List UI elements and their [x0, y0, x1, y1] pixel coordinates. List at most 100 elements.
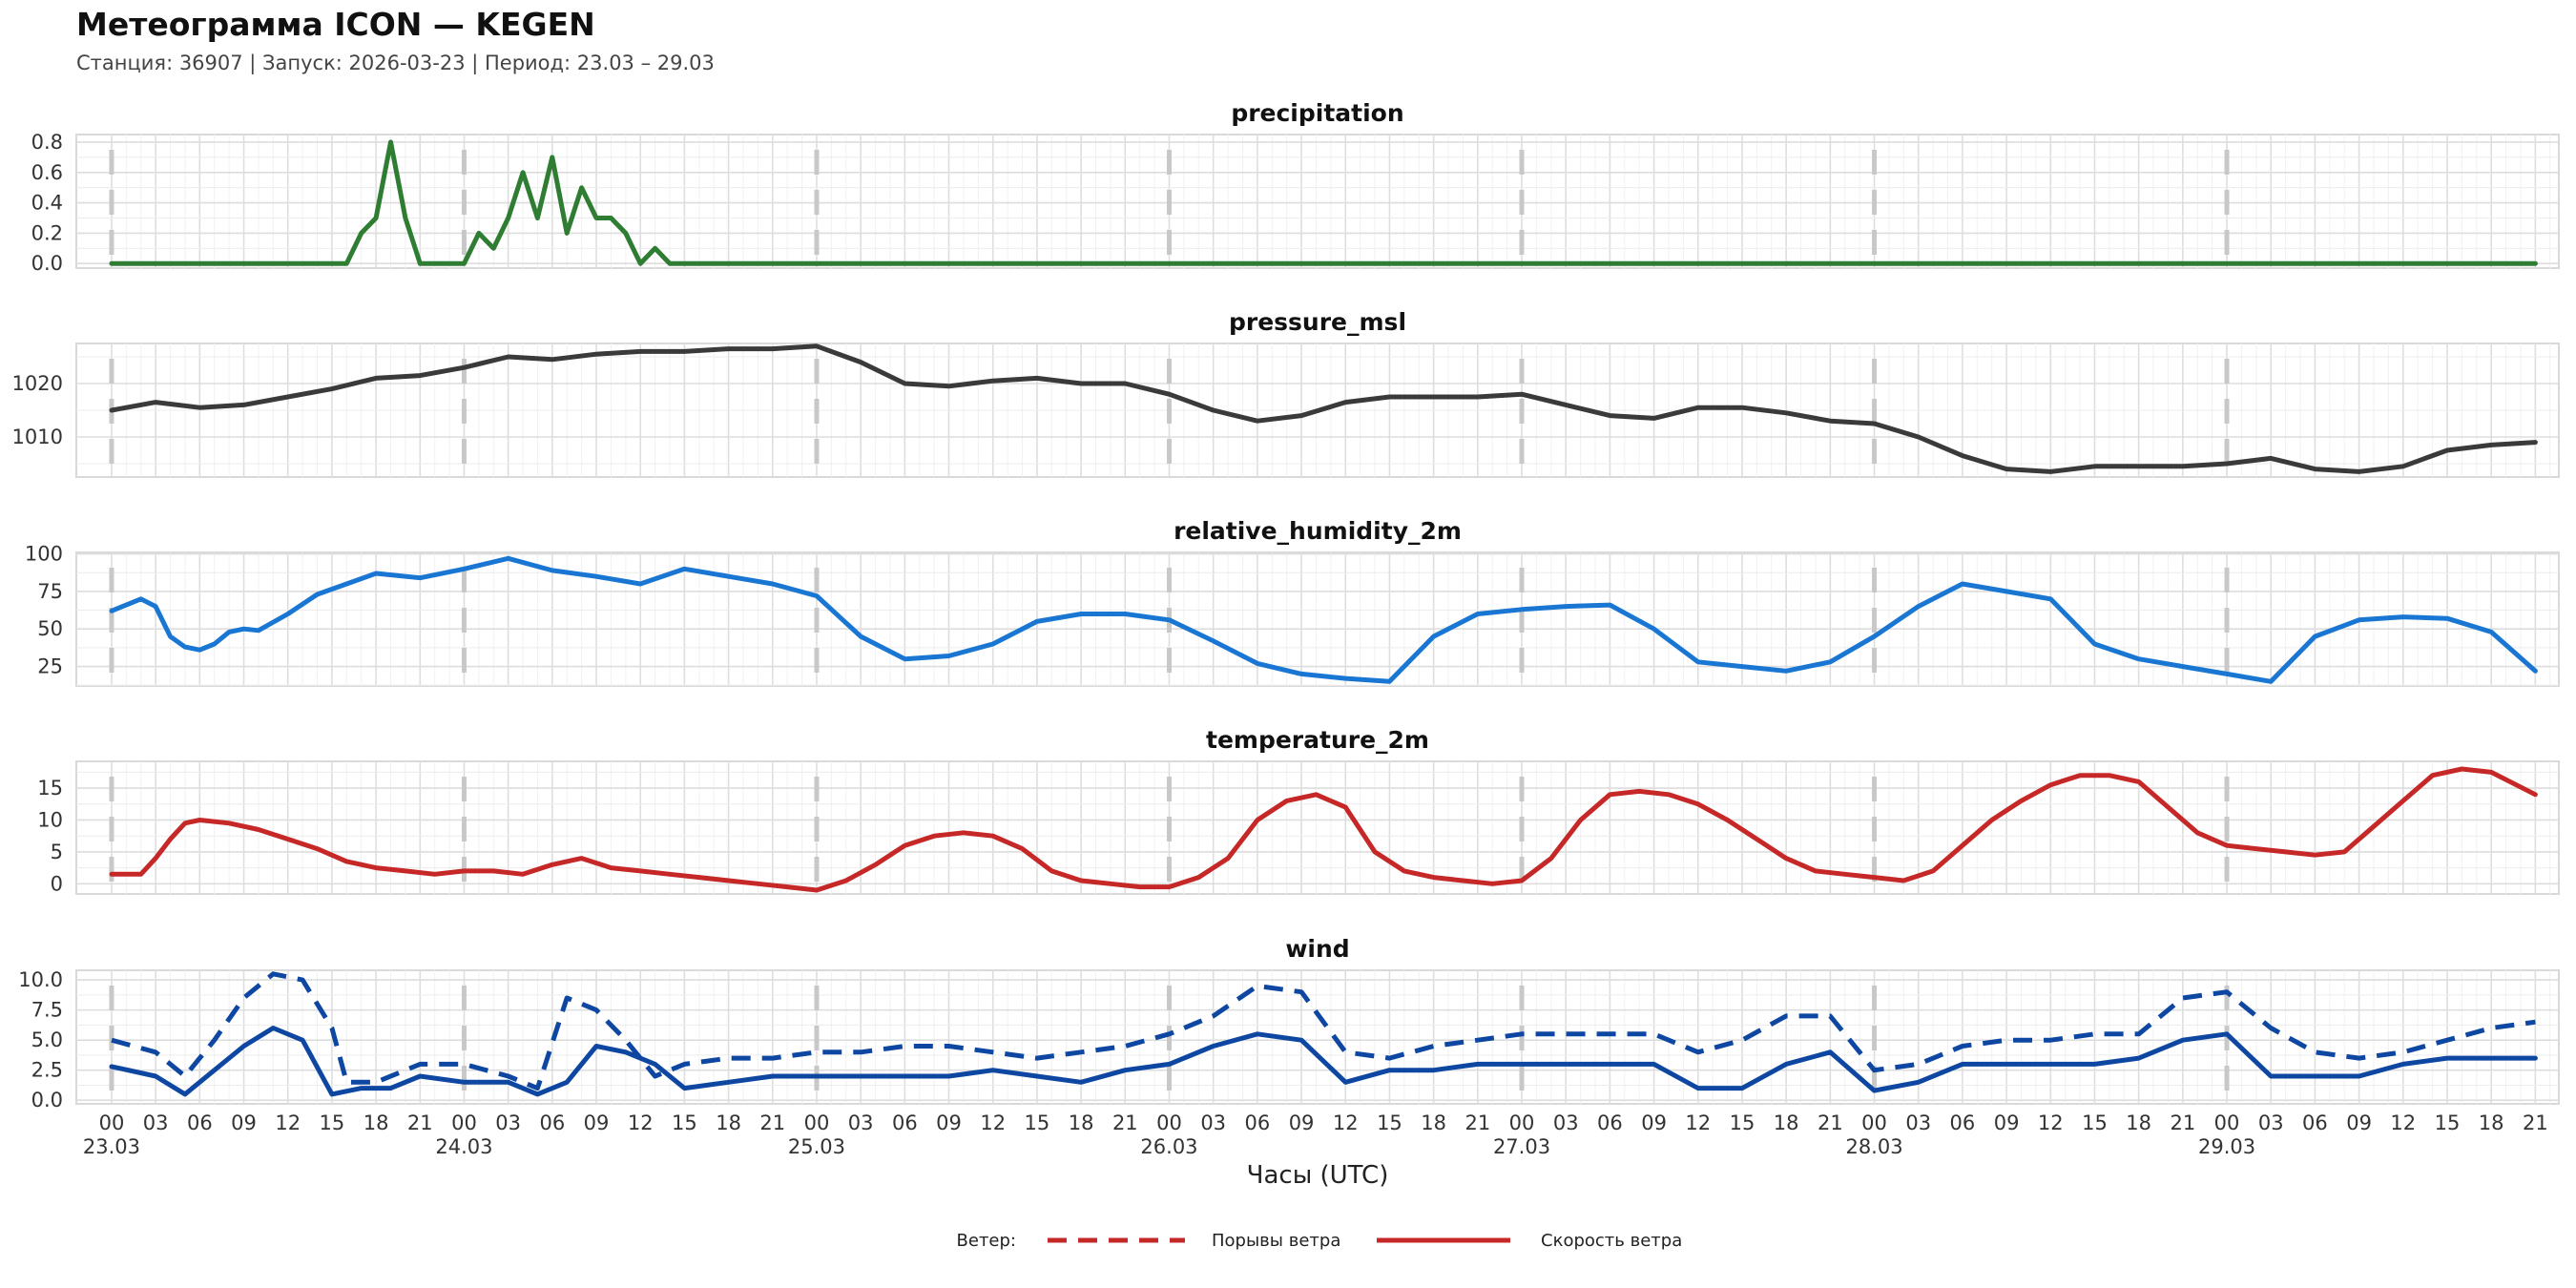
legend-title: Ветер:	[957, 1231, 1016, 1251]
x-tick-label: 15	[2435, 1111, 2461, 1134]
panel-title: pressure_msl	[1229, 308, 1406, 336]
x-tick-label: 06	[1245, 1111, 1271, 1134]
x-tick-label: 12	[628, 1111, 654, 1134]
x-tick-label: 12	[1685, 1111, 1711, 1134]
x-tick-label: 18	[716, 1111, 741, 1134]
x-tick-label: 18	[364, 1111, 389, 1134]
x-tick-label: 18	[1069, 1111, 1094, 1134]
y-tick-label: 100	[25, 543, 63, 566]
x-tick-label: 03	[1200, 1111, 1226, 1134]
y-tick-label: 50	[37, 617, 63, 640]
x-tick-label: 06	[2302, 1111, 2328, 1134]
panel-temperature-2m: 0 5 10 15 temperature_2m	[37, 726, 2560, 895]
x-tick-label: 03	[495, 1111, 521, 1134]
y-tick-label: 25	[37, 655, 63, 678]
x-tick-label: 15	[1730, 1111, 1755, 1134]
x-tick-label: 00	[451, 1111, 477, 1134]
x-tick-label: 12	[1333, 1111, 1359, 1134]
x-tick-label: 03	[1553, 1111, 1579, 1134]
panel-pressure-msl: 1010 1020 pressure_msl	[12, 308, 2560, 478]
x-tick-label: 09	[231, 1111, 257, 1134]
x-tick-label: 09	[1994, 1111, 2020, 1134]
x-tick-label: 18	[1774, 1111, 1799, 1134]
x-tick-label: 18	[1421, 1111, 1446, 1134]
y-tick-label: 0.2	[31, 221, 63, 244]
x-tick-label: 09	[2346, 1111, 2372, 1134]
panel-frame	[75, 969, 2560, 1105]
x-tick-label: 03	[1905, 1111, 1931, 1134]
series-line-wind-1	[109, 1026, 2538, 1097]
x-tick-label: 03	[143, 1111, 169, 1134]
x-tick-label: 15	[320, 1111, 345, 1134]
y-tick-label: 75	[37, 580, 63, 603]
series-line-pressure-msl-0	[109, 343, 2538, 474]
x-tick-label: 06	[1597, 1111, 1623, 1134]
y-tick-label: 2.5	[31, 1059, 63, 1082]
x-tick-label: 09	[584, 1111, 610, 1134]
x-tick-label: 03	[848, 1111, 874, 1134]
x-tick-label: 00	[2214, 1111, 2240, 1134]
x-tick-label: 21	[407, 1111, 433, 1134]
x-tick-label: 21	[1818, 1111, 1843, 1134]
x-tick-label: 12	[2038, 1111, 2064, 1134]
series-line-wind-0	[111, 971, 2536, 1091]
y-tick-label: 0.0	[31, 1089, 63, 1111]
x-tick-label: 06	[187, 1111, 213, 1134]
series-line-temperature-2m-0	[109, 766, 2538, 893]
x-tick-label: 06	[539, 1111, 565, 1134]
x-tick-label: 21	[1465, 1111, 1490, 1134]
x-tick-label: 06	[892, 1111, 918, 1134]
y-tick-label: 0.0	[31, 252, 63, 275]
y-tick-label: 15	[37, 777, 63, 800]
x-day-label: 28.03	[1845, 1135, 1902, 1158]
x-tick-label: 21	[759, 1111, 785, 1134]
x-tick-label: 00	[1861, 1111, 1887, 1134]
y-tick-label: 0.6	[31, 161, 63, 184]
panel-wind: 0.0 2.5 5.0 7.5 10.0 wind	[18, 935, 2560, 1111]
y-tick-label: 0.4	[31, 192, 63, 215]
series-line-precipitation-0	[109, 139, 2538, 266]
panel-title: relative_humidity_2m	[1174, 517, 1462, 545]
legend-label-speed: Скорость ветра	[1541, 1231, 1682, 1251]
x-day-label: 24.03	[435, 1135, 492, 1158]
x-tick-label: 15	[1025, 1111, 1050, 1134]
y-tick-label: 10.0	[18, 968, 63, 991]
x-tick-label: 12	[980, 1111, 1006, 1134]
panel-precipitation: 0.0 0.2 0.4 0.6 0.8 precipitation	[31, 99, 2560, 275]
panel-frame	[75, 551, 2560, 687]
panel-relative-humidity-2m: 25 50 75 100 relative_humidity_2m	[25, 517, 2560, 687]
x-day-label: 25.03	[788, 1135, 845, 1158]
y-tick-label: 10	[37, 808, 63, 831]
x-day-label: 27.03	[1493, 1135, 1550, 1158]
y-tick-label: 0.8	[31, 131, 63, 154]
x-tick-label: 12	[275, 1111, 301, 1134]
y-tick-label: 5.0	[31, 1028, 63, 1051]
x-tick-label: 18	[2479, 1111, 2504, 1134]
y-tick-label: 5	[51, 841, 63, 863]
x-tick-label: 18	[2126, 1111, 2151, 1134]
x-day-label: 23.03	[83, 1135, 140, 1158]
legend-label-gusts: Порывы ветра	[1212, 1231, 1340, 1251]
x-tick-label: 06	[1950, 1111, 1976, 1134]
x-tick-label: 09	[1641, 1111, 1667, 1134]
x-tick-label: 15	[672, 1111, 697, 1134]
panel-title: temperature_2m	[1206, 726, 1429, 754]
x-tick-label: 15	[2082, 1111, 2108, 1134]
x-tick-label: 21	[1112, 1111, 1138, 1134]
x-axis: 00 03 06 09 12 15 18 21 00 03 06 09 12 15 18 21 00 03 06 09…	[83, 1111, 2548, 1190]
y-tick-label: 1020	[12, 372, 63, 395]
x-tick-label: 21	[2523, 1111, 2548, 1134]
x-tick-label: 12	[2390, 1111, 2416, 1134]
y-tick-label: 0	[51, 872, 63, 895]
x-axis-label: Часы (UTC)	[1247, 1161, 1389, 1190]
chart-subtitle: Станция: 36907 | Запуск: 2026-03-23 | Пе…	[76, 52, 715, 74]
series-line-relative-humidity-2m-0	[109, 555, 2538, 684]
panel-title: wind	[1285, 935, 1349, 963]
y-tick-label: 7.5	[31, 999, 63, 1022]
x-day-label: 29.03	[2198, 1135, 2255, 1158]
x-tick-label: 15	[1377, 1111, 1402, 1134]
x-tick-label: 00	[1509, 1111, 1535, 1134]
panel-title: precipitation	[1231, 99, 1403, 127]
x-tick-label: 09	[1289, 1111, 1315, 1134]
